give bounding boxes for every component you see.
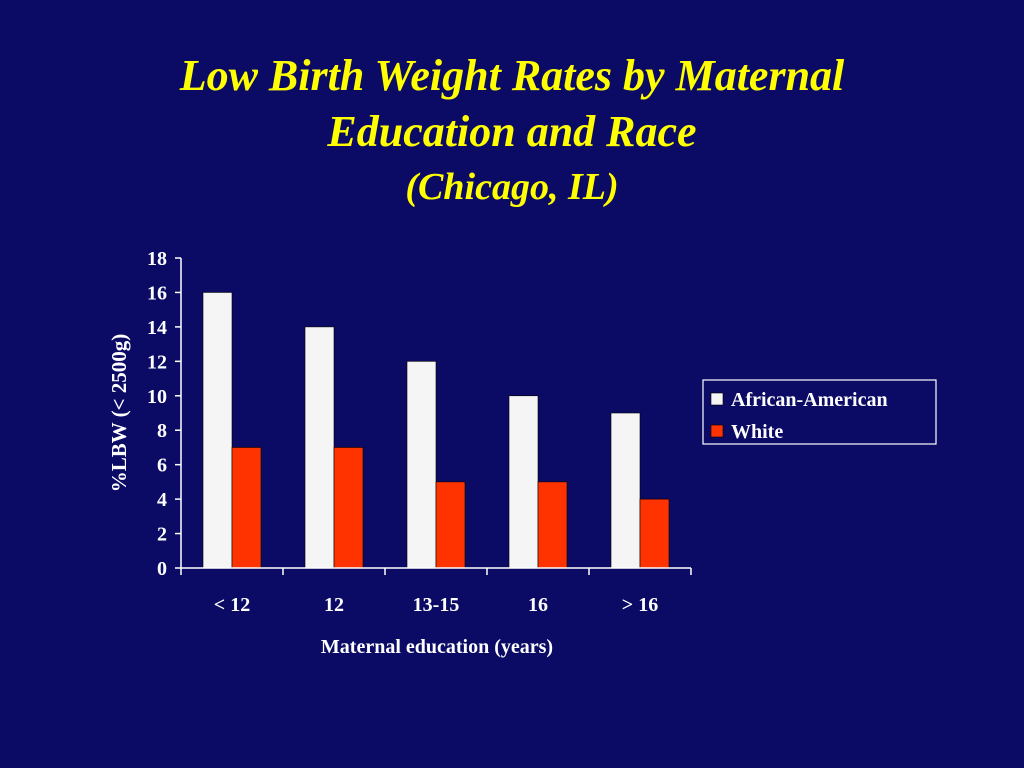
slide-title: Low Birth Weight Rates by Maternal Educa… [0, 48, 1024, 214]
legend-box [702, 379, 937, 445]
legend-label-white: White [731, 421, 783, 443]
y-tick-label-10: 10 [147, 386, 167, 408]
bar-white-2 [333, 447, 364, 569]
x-ticks: < 12 12 13-15 16 > 16 [180, 568, 692, 616]
bar-african-american-2 [304, 326, 335, 569]
y-ticks: 0 2 4 6 8 10 12 14 16 18 [147, 248, 181, 580]
subtitle: (Chicago, IL) [405, 166, 619, 208]
legend: African-American White [702, 379, 937, 445]
y-tick-label-16: 16 [147, 282, 167, 304]
y-tick-label-2: 2 [157, 524, 167, 546]
x-tick-label-3: 13-15 [413, 594, 460, 616]
y-tick-label-0: 0 [157, 558, 167, 580]
x-axis-label: Maternal education (years) [321, 636, 553, 658]
bar-white-5 [639, 498, 670, 569]
bar-african-american-4 [508, 395, 539, 569]
y-tick-label-6: 6 [157, 455, 167, 477]
bar-african-american-1 [202, 292, 233, 569]
legend-swatch-white [710, 424, 724, 438]
y-tick-label-14: 14 [147, 317, 167, 339]
x-tick-label-1: < 12 [214, 594, 250, 616]
title-line-2: Education and Race [327, 107, 697, 156]
y-tick-label-12: 12 [147, 351, 167, 373]
legend-swatch-african-american [710, 392, 724, 406]
title-line-1: Low Birth Weight Rates by Maternal [179, 51, 845, 100]
y-tick-label-4: 4 [157, 489, 167, 511]
y-tick-label-18: 18 [147, 248, 167, 270]
bar-african-american-5 [610, 412, 641, 569]
x-tick-label-4: 16 [528, 594, 548, 616]
y-axis-label: %LBW (< 2500g) [107, 334, 131, 493]
bar-african-american-3 [406, 361, 437, 569]
x-tick-label-2: 12 [324, 594, 344, 616]
bar-white-3 [435, 481, 466, 569]
bar-white-4 [537, 481, 568, 569]
legend-label-african-american: African-American [731, 389, 888, 411]
axes-layer [180, 258, 691, 569]
y-tick-label-8: 8 [157, 420, 167, 442]
bar-white-1 [231, 447, 262, 569]
x-tick-label-5: > 16 [622, 594, 658, 616]
bars-layer [202, 292, 670, 569]
